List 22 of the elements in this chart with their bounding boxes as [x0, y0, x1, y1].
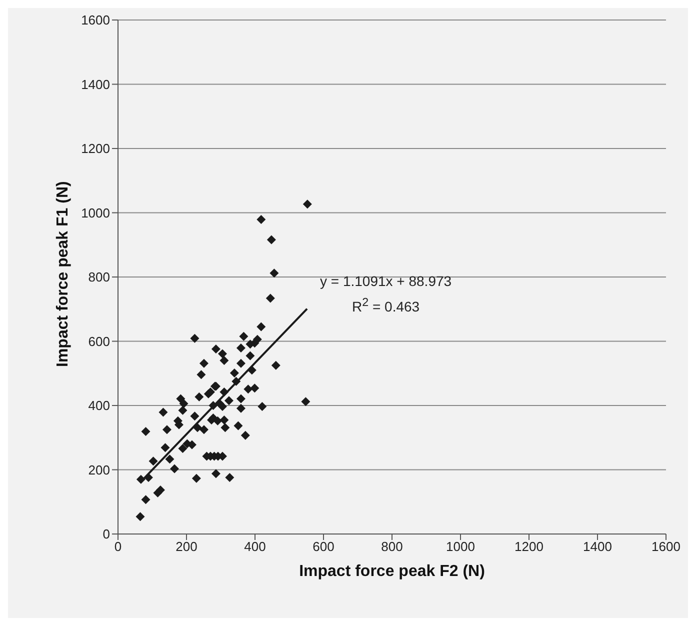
annotation: y = 1.1091x + 88.973	[320, 272, 452, 291]
y-tick-label: 1400	[81, 76, 110, 92]
x-tick-label: 400	[244, 539, 266, 554]
y-tick-label: 800	[88, 270, 110, 285]
y-tick-label: 1200	[81, 141, 110, 156]
x-tick-label: 200	[176, 539, 198, 554]
x-tick-label: 1000	[446, 539, 475, 554]
x-tick-label: 1400	[583, 539, 612, 554]
y-tick-label: 600	[88, 334, 110, 349]
x-tick-label: 800	[381, 539, 403, 554]
y-tick-label: 1000	[81, 205, 110, 220]
x-tick-label: 1600	[652, 539, 680, 554]
y-axis-title: Impact force peak F1 (N)	[54, 181, 72, 367]
y-tick-label: 200	[88, 462, 110, 478]
x-tick-label: 600	[312, 539, 334, 554]
x-tick-label: 1200	[514, 539, 544, 554]
y-tick-label: 0	[102, 526, 110, 542]
x-tick-label: 0	[114, 539, 122, 554]
y-tick-label: 1600	[81, 12, 110, 28]
annotation: R$^{2}$ = 0.463	[350, 295, 421, 317]
x-axis-title: Impact force peak F2 (N)	[299, 563, 485, 580]
y-tick-label: 400	[88, 398, 110, 414]
